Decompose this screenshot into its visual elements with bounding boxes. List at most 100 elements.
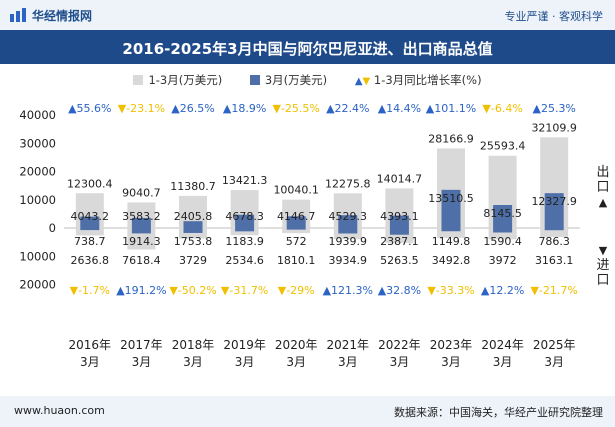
data-label-import-monthly: 572 xyxy=(286,235,307,248)
footer: www.huaon.com 数据来源：中国海关，华经产业研究院整理 xyxy=(0,396,615,427)
bar-export-monthly xyxy=(389,215,409,228)
x-tick-label-year: 2016年 xyxy=(69,338,112,352)
bar-import-cumulative xyxy=(333,228,362,240)
data-label-export-cumulative: 12275.8 xyxy=(325,177,371,190)
footer-source: 数据来源：中国海关，华经产业研究院整理 xyxy=(394,406,603,419)
bar-import-cumulative xyxy=(488,228,517,240)
data-label-import-monthly: 1939.9 xyxy=(329,235,368,248)
x-tick-label-year: 2020年 xyxy=(275,338,318,352)
data-label-import-cumulative: 3163.1 xyxy=(535,254,574,267)
export-growth-label: ▼-25.5% xyxy=(273,102,320,115)
y-tick-label: 40000 xyxy=(19,108,56,122)
export-growth-label: ▲26.5% xyxy=(171,102,214,115)
chart: 40000 30000 20000 10000 0 10000 20000 12300.4 40… xyxy=(19,102,580,369)
data-label-import-cumulative: 2636.8 xyxy=(71,254,110,267)
export-growth-label: ▼-23.1% xyxy=(118,102,165,115)
triangle-up-icon: ▲ xyxy=(354,76,363,87)
bar-import-cumulative xyxy=(540,228,569,237)
import-side-label: ▼ 进口 xyxy=(595,243,611,288)
data-label-import-monthly: 1914.3 xyxy=(122,235,161,248)
x-tick-label-year: 2019年 xyxy=(223,338,266,352)
import-growth-label: ▼-50.2% xyxy=(169,284,216,297)
top-bar: 华经情报网 专业严谨 · 客观科学 xyxy=(0,0,615,30)
data-label-import-monthly: 2387.1 xyxy=(380,235,419,248)
chart-title: 2016-2025年3月中国与阿尔巴尼亚进、出口商品总值 xyxy=(122,40,493,58)
bar-export-monthly xyxy=(441,189,461,228)
data-label-export-monthly: 8145.5 xyxy=(483,207,522,220)
import-growth-label: ▲121.3% xyxy=(323,284,373,297)
triangle-down-icon: ▼ xyxy=(362,76,371,87)
import-side-text: 进口 xyxy=(596,258,610,288)
bar-import-monthly xyxy=(544,228,564,231)
data-label-export-monthly: 3583.2 xyxy=(122,210,161,223)
legend-monthly: 3月(万美元) xyxy=(249,72,327,88)
import-growth-label: ▲12.2% xyxy=(481,284,524,297)
slogan: 专业严谨 · 客观科学 xyxy=(504,10,604,23)
y-tick-label: 10000 xyxy=(19,249,56,263)
bar-import-monthly xyxy=(389,228,409,235)
x-tick-label-month: 3月 xyxy=(441,355,461,369)
bar-export-monthly xyxy=(544,193,564,228)
export-growth-label: ▲14.4% xyxy=(378,102,421,115)
bar-export-monthly xyxy=(235,214,255,228)
legend: 1-3月(万美元) 3月(万美元) ▲▼ 1-3月同比增长率(%) xyxy=(0,72,615,88)
x-tick-label-year: 2021年 xyxy=(327,338,370,352)
legend-cumulative-swatch xyxy=(133,75,144,85)
data-label-import-monthly: 1183.9 xyxy=(225,235,264,248)
bar-import-monthly xyxy=(183,228,203,233)
data-label-export-cumulative: 25593.4 xyxy=(480,140,526,153)
export-growth-label: ▼-6.4% xyxy=(482,102,522,115)
x-tick-label-month: 3月 xyxy=(390,355,410,369)
x-tick-label-year: 2023年 xyxy=(430,338,473,352)
data-label-export-cumulative: 13421.3 xyxy=(222,174,268,187)
legend-growth: ▲▼ 1-3月同比增长率(%) xyxy=(355,72,482,88)
export-growth-label: ▲101.1% xyxy=(426,102,476,115)
data-label-import-cumulative: 3492.8 xyxy=(432,254,471,267)
brand-logo-icon xyxy=(10,8,26,22)
data-label-import-cumulative: 7618.4 xyxy=(122,254,161,267)
import-growth-label: ▲191.2% xyxy=(116,284,166,297)
data-label-import-cumulative: 1810.1 xyxy=(277,254,316,267)
x-tick-label-month: 3月 xyxy=(183,355,203,369)
bar-import-cumulative xyxy=(437,228,465,238)
x-tick-label-month: 3月 xyxy=(338,355,358,369)
x-tick-label-year: 2018年 xyxy=(172,338,215,352)
export-growth-label: ▲55.6% xyxy=(68,102,111,115)
y-tick-label: 30000 xyxy=(19,136,56,150)
data-label-export-cumulative: 32109.9 xyxy=(531,121,577,134)
bar-import-monthly xyxy=(286,228,306,230)
data-label-import-monthly: 738.7 xyxy=(74,235,106,248)
data-label-export-monthly: 4678.3 xyxy=(225,210,264,223)
bar-import-monthly xyxy=(493,228,513,233)
bar-import-monthly xyxy=(80,228,100,231)
data-label-export-monthly: 4146.7 xyxy=(277,210,316,223)
data-label-export-monthly: 4393.1 xyxy=(380,210,419,223)
bar-export-monthly xyxy=(183,221,203,228)
data-label-export-cumulative: 28166.9 xyxy=(428,132,474,145)
data-label-export-monthly: 4529.3 xyxy=(329,210,368,223)
bar-import-monthly xyxy=(235,228,255,232)
data-label-export-monthly: 13510.5 xyxy=(428,192,474,205)
y-tick-label: 20000 xyxy=(19,165,56,179)
bar-export-monthly xyxy=(80,216,100,228)
bar-import-cumulative xyxy=(230,228,259,236)
data-label-import-cumulative: 3934.9 xyxy=(329,254,368,267)
data-label-import-monthly: 1590.4 xyxy=(483,235,522,248)
export-growth-label: ▲18.9% xyxy=(223,102,266,115)
x-tick-label-year: 2025年 xyxy=(533,338,576,352)
data-label-import-monthly: 786.3 xyxy=(538,235,570,248)
legend-cumulative: 1-3月(万美元) xyxy=(133,72,222,88)
footer-url: www.huaon.com xyxy=(14,404,105,417)
export-side-text: 出口 xyxy=(596,165,610,195)
import-growth-label: ▼-29% xyxy=(278,284,315,297)
import-growth-label: ▼-33.3% xyxy=(427,284,474,297)
x-tick-label-year: 2022年 xyxy=(378,338,421,352)
legend-cumulative-label: 1-3月(万美元) xyxy=(148,73,223,87)
import-growth-label: ▼-31.7% xyxy=(221,284,268,297)
legend-growth-label: 1-3月同比增长率(%) xyxy=(373,73,482,87)
export-growth-label: ▲22.4% xyxy=(326,102,369,115)
bar-import-monthly xyxy=(338,228,358,234)
legend-monthly-swatch xyxy=(249,75,260,85)
data-label-export-monthly: 12327.9 xyxy=(531,195,577,208)
data-label-export-cumulative: 9040.7 xyxy=(122,186,161,199)
